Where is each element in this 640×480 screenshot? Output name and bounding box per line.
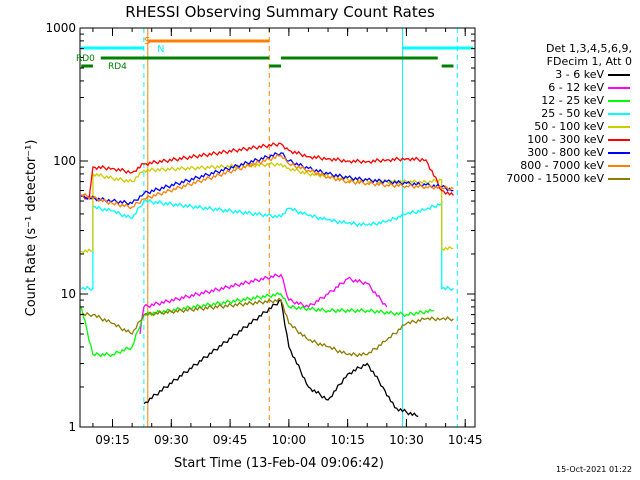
legend-label: 50 - 100 keV xyxy=(534,120,604,133)
event-lines xyxy=(143,28,458,427)
legend-swatch xyxy=(608,100,630,102)
x-tick-label: 09:30 xyxy=(154,433,189,447)
y-axis-ticks: 1 10 100 1000 xyxy=(45,21,475,434)
legend-item: 100 - 300 keV xyxy=(482,133,632,146)
x-tick-label: 09:45 xyxy=(213,433,248,447)
x-tick-label: 10:45 xyxy=(448,433,483,447)
legend-swatch xyxy=(608,126,630,128)
legend-item: 6 - 12 keV xyxy=(482,81,632,94)
x-axis-label: Start Time (13-Feb-04 09:06:42) xyxy=(174,456,384,471)
series-line xyxy=(80,153,454,210)
series-line xyxy=(80,297,454,358)
legend-swatch xyxy=(608,165,630,167)
series-lines xyxy=(80,142,454,418)
legend: Det 1,3,4,5,6,9, FDecim 1, Att 0 3 - 6 k… xyxy=(482,42,632,185)
legend-swatch xyxy=(608,152,630,154)
legend-swatch xyxy=(608,139,630,141)
x-tick-label: 10:30 xyxy=(389,433,424,447)
annotation-n: N xyxy=(157,44,164,55)
legend-label: 12 - 25 keV xyxy=(541,94,604,107)
annotation-rd4: RD4 xyxy=(108,62,127,72)
series-line xyxy=(80,198,454,292)
annotation-rd0: RD0 xyxy=(76,54,95,64)
timestamp: 15-Oct-2021 01:22 xyxy=(556,465,632,474)
legend-item: 3 - 6 keV xyxy=(482,68,632,81)
x-tick-label: 10:15 xyxy=(330,433,365,447)
legend-header-detectors: Det 1,3,4,5,6,9, xyxy=(545,42,632,55)
series-line xyxy=(143,299,419,418)
y-tick-label: 1000 xyxy=(45,21,76,35)
legend-label: 25 - 50 keV xyxy=(541,107,604,120)
series-line xyxy=(80,142,454,201)
y-tick-label: 100 xyxy=(53,154,76,168)
legend-swatch xyxy=(608,178,630,180)
legend-swatch xyxy=(608,87,630,89)
legend-label: 300 - 800 keV xyxy=(527,146,604,159)
series-line xyxy=(139,273,388,335)
legend-swatch xyxy=(608,74,630,76)
annotation-s: S xyxy=(144,36,150,47)
y-axis-label: Count Rate (s⁻¹ detector⁻¹) xyxy=(24,140,39,317)
legend-label: 3 - 6 keV xyxy=(555,68,604,81)
y-tick-label: 10 xyxy=(61,287,76,301)
legend-item: 800 - 7000 keV xyxy=(482,159,632,172)
legend-label: 7000 - 15000 keV xyxy=(506,172,604,185)
legend-swatch xyxy=(608,113,630,115)
x-tick-label: 09:15 xyxy=(95,433,130,447)
x-tick-label: 10:00 xyxy=(272,433,307,447)
legend-label: 800 - 7000 keV xyxy=(520,159,604,172)
series-line xyxy=(80,152,454,206)
legend-item: 25 - 50 keV xyxy=(482,107,632,120)
x-axis-ticks: 09:15 09:30 09:45 10:00 10:15 10:30 10:45 xyxy=(92,28,483,447)
plot-frame xyxy=(79,27,476,428)
legend-item: 50 - 100 keV xyxy=(482,120,632,133)
state-bars xyxy=(81,39,474,68)
legend-item: 12 - 25 keV xyxy=(482,94,632,107)
legend-item: 300 - 800 keV xyxy=(482,146,632,159)
chart-title: RHESSI Observing Summary Count Rates xyxy=(125,3,435,21)
series-line xyxy=(80,161,454,254)
legend-label: 6 - 12 keV xyxy=(548,81,604,94)
y-tick-label: 1 xyxy=(68,420,76,434)
legend-header-fdecim: FDecim 1, Att 0 xyxy=(546,55,632,68)
series-line xyxy=(80,291,434,358)
legend-label: 100 - 300 keV xyxy=(527,133,604,146)
legend-item: 7000 - 15000 keV xyxy=(482,172,632,185)
